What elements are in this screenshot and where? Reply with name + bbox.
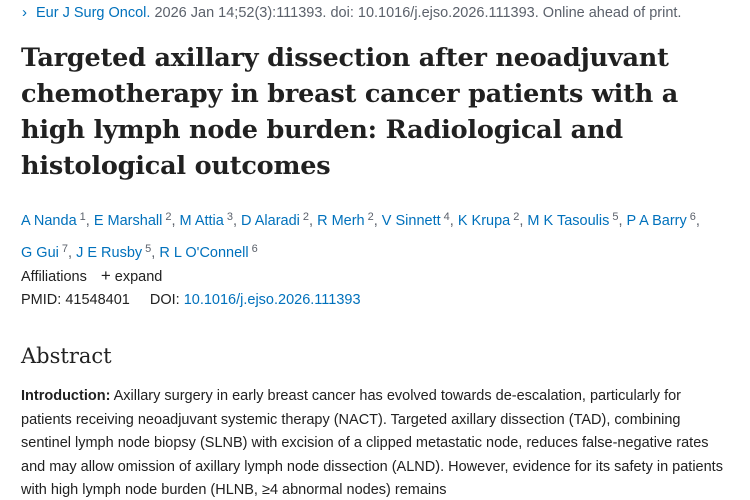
author-link[interactable]: A Nanda — [21, 213, 77, 229]
affiliation-number[interactable]: 3 — [226, 211, 233, 223]
author-separator: , — [519, 213, 524, 229]
author-link[interactable]: E Marshall — [93, 213, 163, 229]
affiliation-number[interactable]: 6 — [251, 243, 258, 255]
plus-icon: + — [100, 266, 111, 285]
author-item: E Marshall 2, — [93, 211, 176, 229]
author-list: A Nanda 1, E Marshall 2, M Attia 3, D Alara… — [21, 203, 736, 267]
author-link[interactable]: P A Barry — [626, 213, 687, 229]
doi-link[interactable]: 10.1016/j.ejso.2026.111393 — [183, 292, 361, 308]
author-separator: , — [309, 213, 314, 229]
affiliation-number[interactable]: 4 — [443, 211, 450, 223]
author-item: V Sinnett 4, — [381, 211, 454, 229]
author-item: R Merh 2, — [317, 211, 378, 229]
affiliation-number[interactable]: 1 — [79, 211, 86, 223]
author-separator: , — [618, 213, 623, 229]
citation-details: 2026 Jan 14;52(3):111393. doi: 10.1016/j… — [150, 5, 682, 21]
affiliation-number[interactable]: 2 — [367, 211, 374, 223]
article-title: Targeted axillary dissection after neoad… — [21, 43, 679, 181]
affiliation-number[interactable]: 5 — [145, 243, 152, 255]
author-item: K Krupa 2, — [457, 211, 524, 229]
author-separator: , — [373, 213, 378, 229]
article-ids: PMID: 41548401 DOI: 10.1016/j.ejso.2026.… — [21, 292, 361, 308]
author-link[interactable]: K Krupa — [457, 213, 511, 229]
author-link[interactable]: R L O'Connell — [159, 245, 249, 261]
chevron-right-icon[interactable]: › — [22, 4, 27, 21]
author-item: J E Rusby 5, — [76, 243, 156, 261]
expand-label: expand — [114, 269, 163, 285]
abstract-heading: Abstract — [21, 344, 112, 368]
author-item: M K Tasoulis 5, — [527, 211, 623, 229]
author-separator: , — [232, 213, 237, 229]
author-separator: , — [695, 213, 700, 229]
citation-line: › Eur J Surg Oncol. 2026 Jan 14;52(3):111… — [22, 4, 681, 21]
pmid-value: 41548401 — [65, 292, 130, 308]
journal-link[interactable]: Eur J Surg Oncol. — [36, 5, 151, 21]
author-separator: , — [171, 213, 176, 229]
pmid-label: PMID: — [21, 292, 62, 308]
author-separator: , — [449, 213, 454, 229]
author-link[interactable]: M Attia — [179, 213, 224, 229]
introduction-label: Introduction: — [21, 388, 111, 404]
author-item: G Gui 7, — [21, 243, 73, 261]
author-item: P A Barry 6, — [626, 211, 700, 229]
author-item: R L O'Connell 6 — [159, 243, 258, 261]
abstract-paragraph: Introduction: Axillary surgery in early … — [21, 385, 733, 500]
affiliation-number[interactable]: 2 — [513, 211, 520, 223]
author-link[interactable]: R Merh — [317, 213, 365, 229]
affiliations-label: Affiliations — [21, 269, 87, 285]
author-separator: , — [151, 245, 156, 261]
doi-label: DOI: — [149, 292, 180, 308]
introduction-text: Axillary surgery in early breast cancer … — [21, 388, 723, 499]
affiliation-number[interactable]: 7 — [61, 243, 68, 255]
author-link[interactable]: M K Tasoulis — [527, 213, 610, 229]
affiliations-expand-button[interactable]: + expand — [100, 266, 163, 285]
author-item: M Attia 3, — [179, 211, 237, 229]
author-link[interactable]: D Alaradi — [241, 213, 300, 229]
affiliations-row: Affiliations + expand — [21, 266, 162, 286]
affiliation-number[interactable]: 5 — [612, 211, 619, 223]
author-link[interactable]: G Gui — [21, 245, 59, 261]
affiliation-number[interactable]: 2 — [302, 211, 309, 223]
author-link[interactable]: J E Rusby — [76, 245, 143, 261]
author-separator: , — [68, 245, 73, 261]
author-link[interactable]: V Sinnett — [381, 213, 441, 229]
author-item: A Nanda 1, — [21, 211, 90, 229]
affiliation-number[interactable]: 6 — [689, 211, 696, 223]
author-item: D Alaradi 2, — [241, 211, 314, 229]
author-separator: , — [85, 213, 90, 229]
affiliation-number[interactable]: 2 — [165, 211, 172, 223]
